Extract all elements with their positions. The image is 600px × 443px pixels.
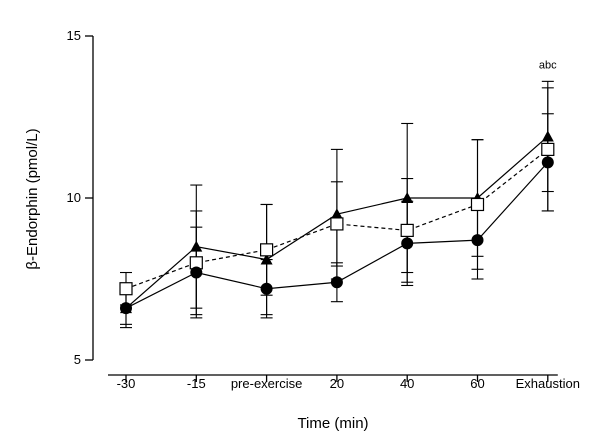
x-tick-label-0: -30 [117, 376, 136, 391]
point-s2-2 [260, 243, 274, 257]
annotation-0: abc [539, 59, 557, 71]
point-s2-3 [330, 217, 344, 231]
point-s2-4 [400, 223, 414, 237]
point-s3-3 [330, 276, 343, 289]
x-tick-label-1: -15 [187, 376, 206, 391]
axes: 5 10 15 -30 -15 pre-exercise 20 40 60 Exhaustion [67, 28, 580, 391]
series-markers [119, 130, 555, 315]
x-tick-label-3: 20 [330, 376, 344, 391]
point-s2-0 [119, 282, 133, 296]
point-s1-4 [401, 192, 414, 203]
point-s1-1 [190, 240, 203, 252]
annotations: abc [539, 59, 557, 71]
x-tick-label-2: pre-exercise [231, 376, 303, 391]
point-s1-3 [330, 208, 343, 220]
point-s3-5 [471, 234, 484, 247]
point-s3-4 [401, 237, 414, 250]
x-axis-title: Time (min) [297, 415, 368, 432]
point-s2-6 [541, 142, 555, 156]
point-s3-1 [190, 266, 203, 279]
y-tick-label-5: 5 [74, 352, 81, 367]
point-s3-2 [260, 282, 273, 295]
point-s3-6 [541, 156, 554, 169]
y-axis-title: β-Endorphin (pmol/L) [24, 128, 41, 269]
error-bars [120, 80, 554, 329]
axis-labels: Time (min) β-Endorphin (pmol/L) [24, 128, 369, 432]
y-tick-label-15: 15 [67, 28, 81, 43]
y-tick-label-10: 10 [67, 190, 81, 205]
point-s3-0 [120, 302, 132, 315]
x-tick-label-6: Exhaustion [516, 376, 580, 391]
point-s1-6 [541, 130, 554, 142]
point-s2-5 [470, 197, 485, 212]
point-s1-2 [260, 253, 273, 265]
x-tick-label-5: 60 [470, 376, 484, 391]
x-tick-label-4: 40 [400, 376, 414, 391]
